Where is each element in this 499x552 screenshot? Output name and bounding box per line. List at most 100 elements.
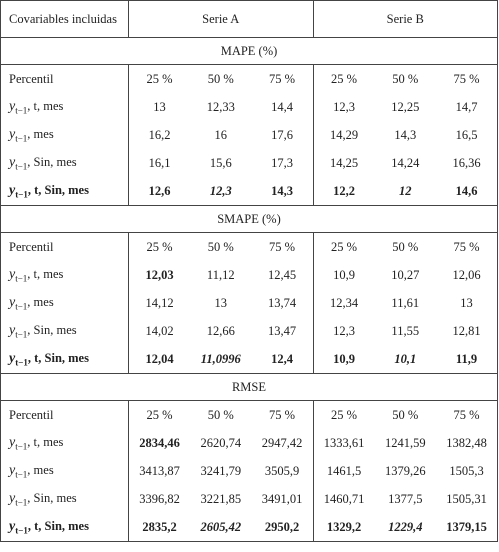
- value-cell: 10,1: [394, 351, 417, 366]
- variable: y: [9, 98, 16, 114]
- value-cell: 50 %: [392, 407, 419, 422]
- value-cell: 50 %: [392, 71, 419, 86]
- value-cell: 1377,5: [388, 491, 423, 506]
- value-cell: 3221,85: [200, 491, 242, 506]
- covariates: , Sin, mes: [27, 490, 77, 505]
- header-row: Covariables incluidas Serie A Serie B: [0, 0, 498, 38]
- subscript: t−1: [15, 301, 28, 312]
- row-label: Percentil: [9, 71, 54, 86]
- value-cell: 75 %: [453, 407, 480, 422]
- row-label: yt−1, t, Sin, mes: [1, 177, 129, 206]
- value-cell: 14,7: [455, 99, 478, 114]
- value-cell: 12,2: [312, 177, 375, 206]
- value-cell: 1505,3: [449, 463, 484, 478]
- value-cell: 11,61: [391, 295, 420, 310]
- value-cell: 12,33: [206, 99, 235, 114]
- data-row: yt−1, Sin, mes 3396,82 3221,85 3491,01 1460,…: [1, 485, 498, 513]
- header-cell: Serie B: [312, 0, 498, 38]
- value-cell: 12,4: [271, 351, 293, 366]
- subscript: t−1: [15, 469, 28, 480]
- data-row: Percentil 25 % 50 % 75 % 25 % 50 % 75 %: [1, 232, 498, 261]
- value-cell: 15,6: [209, 155, 232, 170]
- section-title: RMSE: [0, 373, 498, 401]
- value-cell: 3396,82: [128, 485, 190, 513]
- row-label: Percentil: [9, 407, 54, 422]
- data-row: yt−1, Sin, mes 14,02 12,66 13,47 12,3 11,55 12…: [1, 317, 498, 345]
- data-row: yt−1, Sin, mes 16,1 15,6 17,3 14,25 14,24 16,3…: [1, 149, 498, 177]
- value-cell: 13: [128, 93, 190, 121]
- variable: y: [9, 350, 16, 366]
- subscript: t−1: [15, 497, 28, 508]
- value-cell: 75 %: [268, 239, 296, 254]
- covariates: , mes: [27, 126, 54, 141]
- value-cell: 11,55: [391, 323, 420, 338]
- value-cell: 25 %: [128, 400, 190, 429]
- data-row: Percentil 25 % 50 % 75 % 25 % 50 % 75 %: [1, 64, 498, 93]
- value-cell: 50 %: [207, 239, 234, 254]
- value-cell: 1229,4: [388, 519, 423, 534]
- row-label: Percentil: [9, 239, 54, 254]
- value-cell: 12,3: [312, 317, 375, 345]
- value-cell: 17,3: [271, 155, 293, 170]
- value-cell: 25 %: [312, 400, 375, 429]
- data-row: yt−1, t, Sin, mes 12,6 12,3 14,3 12,2 12 14,6: [1, 177, 498, 206]
- data-row: yt−1, mes 14,12 13 13,74 12,34 11,61 13: [1, 289, 498, 317]
- variable: y: [9, 294, 16, 310]
- covariates: , t, mes: [27, 98, 64, 113]
- covariates: , t, mes: [27, 266, 64, 281]
- results-table: Covariables incluidas Serie A Serie B MA…: [0, 0, 498, 542]
- value-cell: 10,27: [391, 267, 420, 282]
- row-label: yt−1, mes: [1, 289, 129, 317]
- data-row: yt−1, t, Sin, mes 2835,2 2605,42 2950,2 1329…: [1, 513, 498, 542]
- value-cell: 25 %: [312, 64, 375, 93]
- value-cell: 25 %: [128, 232, 190, 261]
- value-cell: 14,02: [128, 317, 190, 345]
- row-label: yt−1, t, Sin, mes: [1, 345, 129, 374]
- covariates: , Sin, mes: [27, 322, 77, 337]
- value-cell: 3505,9: [264, 463, 300, 478]
- value-cell: 2950,2: [264, 519, 300, 534]
- value-cell: 14,3: [271, 183, 293, 198]
- variable: y: [9, 154, 16, 170]
- value-cell: 16,2: [128, 121, 190, 149]
- data-row: yt−1, mes 3413,87 3241,79 3505,9 1461,5 1379,…: [1, 457, 498, 485]
- section-title: MAPE (%): [0, 37, 498, 65]
- value-cell: 16,36: [452, 155, 481, 170]
- value-cell: 12,03: [128, 261, 190, 289]
- subscript: t−1: [15, 441, 28, 452]
- value-cell: 25 %: [128, 64, 190, 93]
- data-row: yt−1, mes 16,2 16 17,6 14,29 14,3 16,5: [1, 121, 498, 149]
- variable: y: [9, 266, 16, 282]
- value-cell: 1379,15: [446, 519, 487, 534]
- value-cell: 14,3: [394, 127, 417, 142]
- covariates: , mes: [27, 294, 54, 309]
- variable: y: [9, 462, 16, 478]
- value-cell: 25 %: [312, 232, 375, 261]
- value-cell: 14,6: [455, 183, 478, 198]
- subscript: t−1: [15, 357, 28, 368]
- value-cell: 11,12: [206, 267, 235, 282]
- subscript: t−1: [15, 133, 28, 144]
- covariates: , t, Sin, mes: [27, 518, 89, 533]
- value-cell: 12,66: [206, 323, 235, 338]
- subscript: t−1: [15, 105, 28, 116]
- data-row: yt−1, t, Sin, mes 12,04 11,0996 12,4 10,9 10,…: [1, 345, 498, 374]
- variable: y: [9, 490, 16, 506]
- value-cell: 2947,42: [261, 435, 303, 450]
- row-label: yt−1, Sin, mes: [1, 149, 129, 177]
- value-cell: 12,3: [312, 93, 375, 121]
- value-cell: 13: [214, 295, 228, 310]
- data-row: Percentil 25 % 50 % 75 % 25 % 50 % 75 %: [1, 400, 498, 429]
- value-cell: 13,47: [267, 323, 297, 338]
- value-cell: 75 %: [268, 71, 296, 86]
- value-cell: 75 %: [453, 71, 480, 86]
- value-cell: 2605,42: [200, 519, 242, 534]
- value-cell: 1460,71: [312, 485, 375, 513]
- section-row: SMAPE (%): [0, 205, 498, 233]
- subscript: t−1: [15, 329, 28, 340]
- value-cell: 12: [399, 183, 412, 198]
- row-label: yt−1, t, Sin, mes: [1, 513, 129, 542]
- variable: y: [9, 126, 16, 142]
- section-title: SMAPE (%): [0, 205, 498, 233]
